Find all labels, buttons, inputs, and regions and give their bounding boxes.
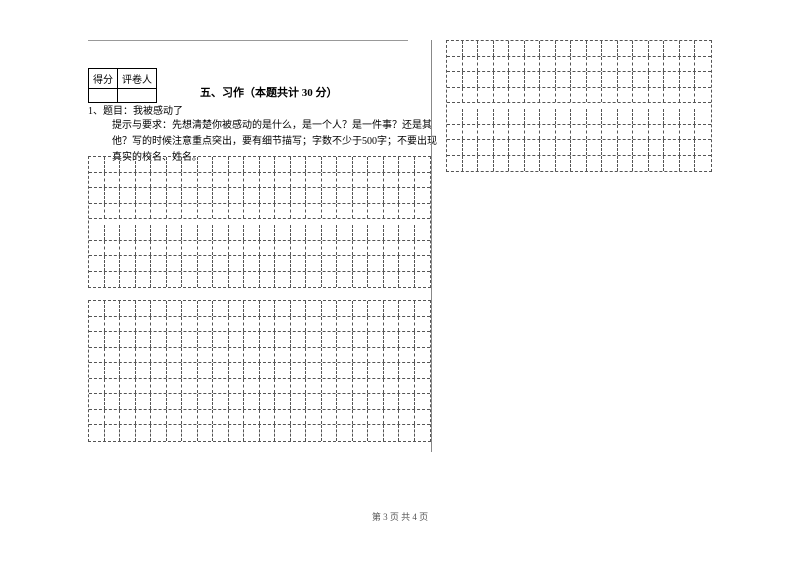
writing-grid-top-right <box>446 40 712 172</box>
score-table: 得分 评卷人 <box>88 68 157 103</box>
horizontal-rule <box>88 40 408 41</box>
question-title: 1、题目：我被感动了 <box>88 102 183 117</box>
table-row <box>89 89 157 103</box>
table-row: 得分 评卷人 <box>89 69 157 89</box>
column-divider <box>431 40 432 452</box>
score-header-2: 评卷人 <box>118 69 157 89</box>
section-title: 五、习作（本题共计 30 分） <box>200 84 338 100</box>
page-footer: 第 3 页 共 4 页 <box>0 510 800 523</box>
writing-grid-mid-left <box>88 156 431 288</box>
score-header-1: 得分 <box>89 69 118 89</box>
score-cell-2 <box>118 89 157 103</box>
page-content: 得分 评卷人 五、习作（本题共计 30 分） 1、题目：我被感动了 提示与要求：… <box>88 40 712 520</box>
writing-grid-bottom <box>88 300 431 442</box>
score-cell-1 <box>89 89 118 103</box>
